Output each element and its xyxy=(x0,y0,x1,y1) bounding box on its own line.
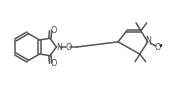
Text: N: N xyxy=(56,42,62,52)
Text: O: O xyxy=(154,42,161,52)
Text: O: O xyxy=(51,59,57,68)
Text: O: O xyxy=(51,26,57,35)
Text: O: O xyxy=(65,42,71,52)
Text: N: N xyxy=(145,36,151,45)
Text: •: • xyxy=(158,41,164,51)
